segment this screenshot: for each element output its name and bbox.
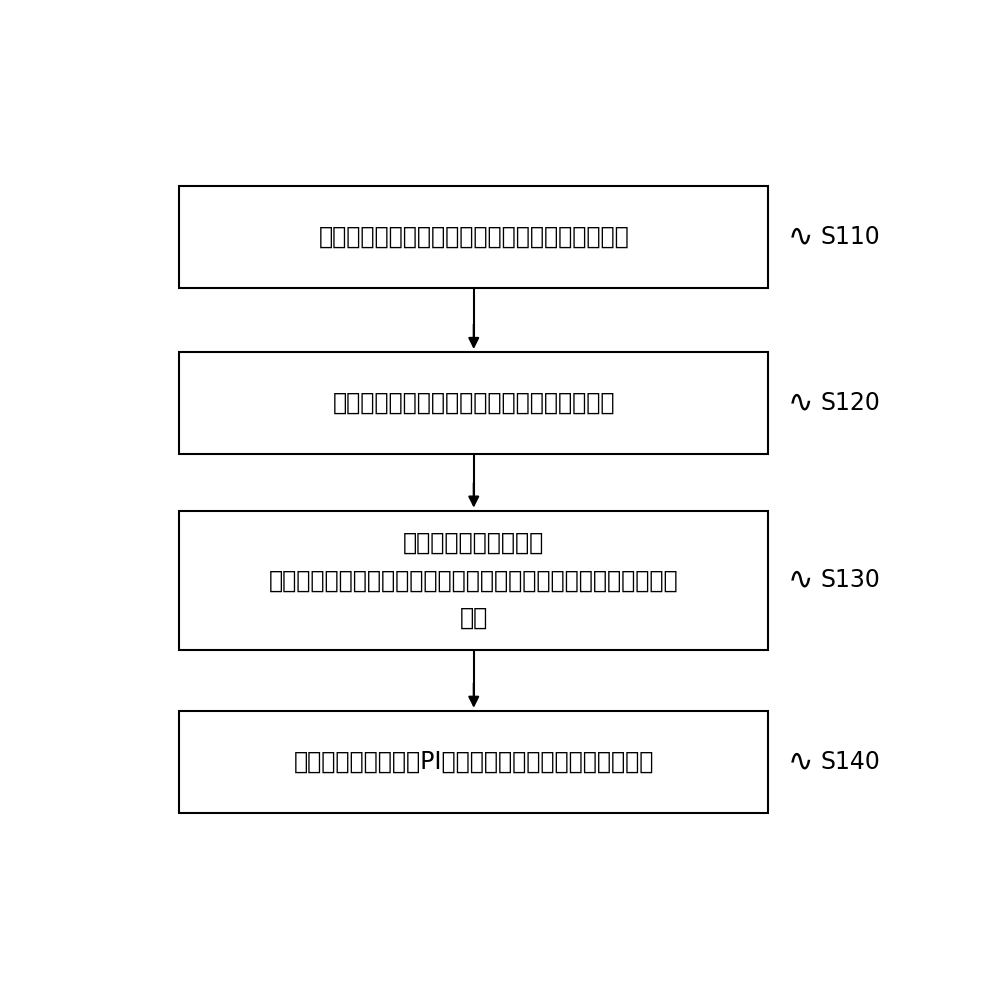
Text: S120: S120 <box>821 390 881 415</box>
Bar <box>179 185 768 287</box>
Text: ∿: ∿ <box>788 748 813 776</box>
Text: 获取变速工况下无刷直流电机的三相反电动势信号: 获取变速工况下无刷直流电机的三相反电动势信号 <box>318 225 629 249</box>
Text: S140: S140 <box>821 749 881 774</box>
Bar <box>179 710 768 812</box>
Text: S130: S130 <box>821 568 881 593</box>
Text: S110: S110 <box>821 225 881 249</box>
Bar <box>179 510 768 650</box>
Bar <box>179 352 768 454</box>
Text: 根据三相反电动势信号获取三相虚拟霍尔信号: 根据三相反电动势信号获取三相虚拟霍尔信号 <box>332 390 615 415</box>
Text: ∿: ∿ <box>788 388 813 417</box>
Text: 根据反馈量进行闭环PI控制算法以控制无刷直流电机换相: 根据反馈量进行闭环PI控制算法以控制无刷直流电机换相 <box>294 749 654 774</box>
Text: 获取反馈信号并在三相
虚拟霍尔信号换相点的前后时刻分别对反馈信号进行采样以获得反
馈量: 获取反馈信号并在三相 虚拟霍尔信号换相点的前后时刻分别对反馈信号进行采样以获得反… <box>269 531 679 630</box>
Text: ∿: ∿ <box>788 222 813 251</box>
Text: ∿: ∿ <box>788 566 813 594</box>
